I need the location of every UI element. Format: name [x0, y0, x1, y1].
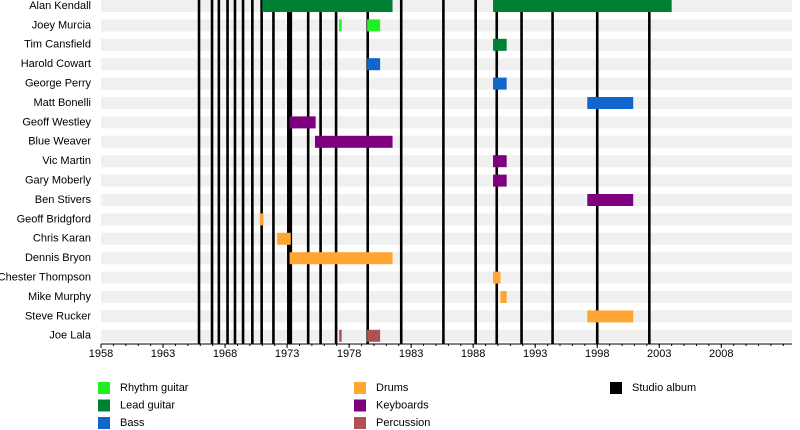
- member-bar: [339, 19, 342, 32]
- x-tick-label: 1963: [151, 348, 175, 360]
- member-bar: [277, 232, 291, 245]
- x-tick-label: 2008: [709, 348, 733, 360]
- row-band: [101, 38, 792, 51]
- legend-label: Percussion: [376, 417, 430, 429]
- legend-swatch: [610, 382, 622, 394]
- row-label: Gary Moberly: [25, 175, 92, 187]
- row-label: Dennis Bryon: [25, 252, 91, 264]
- member-bar: [314, 135, 393, 148]
- x-tick-label: 1958: [89, 348, 113, 360]
- legend-label: Bass: [120, 417, 145, 429]
- row-label: Vic Martin: [42, 155, 91, 167]
- member-bar: [493, 0, 672, 12]
- member-bar: [493, 271, 501, 284]
- member-bar: [493, 77, 507, 90]
- legend-swatch: [98, 399, 110, 412]
- row-band: [101, 116, 792, 129]
- row-label: Harold Cowart: [21, 58, 91, 70]
- member-bar: [339, 329, 342, 342]
- row-label: Ben Stivers: [35, 194, 92, 206]
- member-bar: [493, 155, 507, 168]
- member-bar: [289, 252, 393, 265]
- x-tick-label: 1983: [399, 348, 423, 360]
- legend-swatch: [354, 417, 366, 429]
- x-tick-label: 1998: [585, 348, 609, 360]
- row-label: Chester Thompson: [0, 272, 91, 284]
- legend-label: Studio album: [632, 382, 696, 394]
- row-band: [101, 58, 792, 71]
- member-bar: [587, 194, 634, 206]
- legend-swatch: [354, 382, 366, 394]
- row-label: George Perry: [25, 78, 92, 90]
- row-label: Geoff Westley: [22, 116, 91, 128]
- x-tick-label: 1968: [213, 348, 237, 360]
- member-bar: [367, 58, 381, 71]
- row-label: Matt Bonelli: [34, 97, 91, 109]
- row-band: [101, 97, 792, 109]
- row-band: [101, 213, 792, 226]
- x-tick-label: 1993: [523, 348, 547, 360]
- row-label: Blue Weaver: [28, 136, 91, 148]
- x-tick-label: 1973: [275, 348, 299, 360]
- row-band: [101, 329, 792, 342]
- row-label: Mike Murphy: [28, 291, 91, 303]
- row-band: [101, 0, 792, 12]
- row-band: [101, 310, 792, 323]
- member-bar: [259, 213, 264, 226]
- row-label: Joe Lala: [49, 330, 91, 342]
- row-band: [101, 135, 792, 148]
- x-tick-label: 2003: [647, 348, 671, 360]
- row-band: [101, 19, 792, 32]
- member-bar: [289, 116, 316, 129]
- x-tick-label: 1978: [337, 348, 361, 360]
- row-band: [101, 155, 792, 168]
- row-band: [101, 252, 792, 265]
- row-label: Joey Murcia: [32, 19, 92, 31]
- row-band: [101, 194, 792, 206]
- legend-label: Drums: [376, 382, 409, 394]
- row-label: Chris Karan: [33, 233, 91, 245]
- row-band: [101, 232, 792, 245]
- legend-label: Lead guitar: [120, 399, 175, 411]
- legend-swatch: [98, 417, 110, 429]
- row-band: [101, 271, 792, 284]
- member-bar: [367, 329, 381, 342]
- row-label: Alan Kendall: [29, 0, 91, 12]
- member-bar: [493, 38, 507, 51]
- x-tick-label: 1988: [461, 348, 485, 360]
- legend-label: Keyboards: [376, 399, 429, 411]
- row-band: [101, 291, 792, 303]
- member-bar: [500, 291, 507, 303]
- member-bar: [367, 19, 381, 32]
- legend-label: Rhythm guitar: [120, 382, 189, 394]
- row-label: Steve Rucker: [25, 310, 91, 322]
- row-band: [101, 174, 792, 187]
- row-band: [101, 77, 792, 90]
- row-label: Geoff Bridgford: [17, 213, 91, 225]
- member-bar: [587, 97, 634, 109]
- member-bar: [587, 310, 634, 323]
- member-bar: [262, 0, 393, 12]
- member-bar: [493, 174, 507, 187]
- row-label: Tim Cansfield: [24, 39, 91, 51]
- legend-swatch: [354, 399, 366, 412]
- legend-swatch: [98, 382, 110, 394]
